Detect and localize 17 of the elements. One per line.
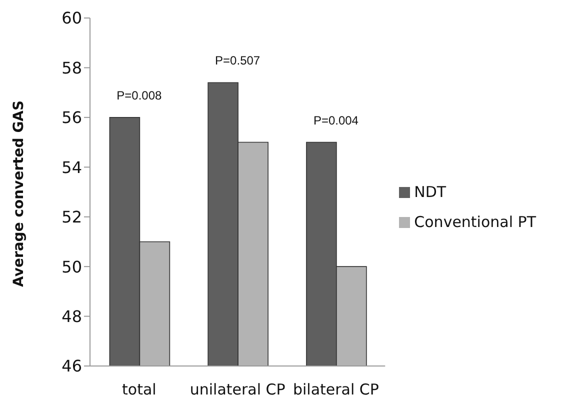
x-tick-label: total [122,380,156,399]
annotation: P=0.004 [313,113,359,128]
y-tick-label: 58 [62,58,82,78]
y-tick-label: 50 [62,257,82,276]
legend-label: NDT [414,183,446,201]
x-tick-label: bilateral CP [292,380,379,399]
y-tick-label: 52 [62,208,82,227]
annotation: P=0.008 [116,88,162,102]
y-axis-title: Average converted GAS [10,100,27,287]
y-tick-label: 60 [62,8,82,28]
y-tick-label: 54 [62,158,82,177]
y-tick-label: 48 [62,306,82,326]
y-tick-label: 46 [62,356,82,376]
y-tick-label: 56 [62,108,82,128]
x-tick-label: unilateral CP [190,380,286,399]
legend-label: Conventional PT [414,213,536,231]
annotation: P=0.507 [215,54,260,68]
